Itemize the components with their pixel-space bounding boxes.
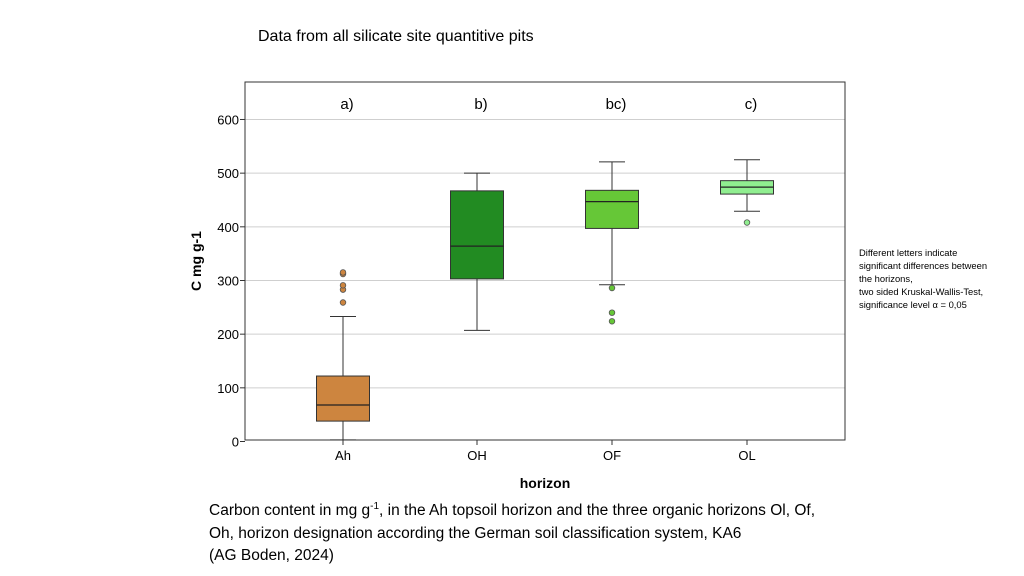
caption-line-1: Carbon content in mg g-1, in the Ah tops… bbox=[209, 500, 969, 523]
significance-letter: c) bbox=[745, 96, 758, 113]
caption-line-2: Oh, horizon designation according the Ge… bbox=[209, 524, 742, 542]
y-axis-label: C mg g-1 bbox=[188, 231, 204, 291]
y-tick-label: 500 bbox=[217, 166, 239, 181]
grid-lines bbox=[245, 118, 845, 389]
significance-letter: b) bbox=[474, 96, 487, 113]
box-ah: a) bbox=[316, 96, 370, 441]
caption-text: , in the Ah topsoil horizon and the thre… bbox=[379, 502, 816, 519]
y-tick-label: 0 bbox=[232, 435, 239, 450]
figure-caption: Carbon content in mg g-1, in the Ah tops… bbox=[209, 500, 969, 568]
outlier-point bbox=[339, 269, 347, 276]
note-line: the horizons, bbox=[859, 273, 913, 284]
boxes: a) b) bc) c) bbox=[316, 96, 774, 441]
x-tick-label: OF bbox=[603, 448, 621, 463]
outlier-point bbox=[339, 299, 347, 306]
caption-superscript: -1 bbox=[370, 501, 380, 512]
axes: 0 100 200 300 400 500 600 Ah OH OF OL bbox=[217, 112, 755, 463]
significance-note: Different letters indicate significant d… bbox=[859, 246, 1019, 311]
note-line: significance level α = 0,05 bbox=[859, 299, 967, 310]
plot-frame bbox=[244, 81, 846, 441]
significance-letter: a) bbox=[340, 96, 353, 113]
iqr-box bbox=[450, 190, 504, 280]
x-tick-label: OH bbox=[467, 448, 487, 463]
x-axis-label: horizon bbox=[520, 475, 571, 491]
slide-title: Data from all silicate site quantitive p… bbox=[258, 28, 534, 45]
outlier-point bbox=[743, 219, 751, 226]
x-tick-label: Ah bbox=[335, 448, 351, 463]
outlier-point bbox=[608, 318, 616, 325]
caption-line-3: (AG Boden, 2024) bbox=[209, 547, 334, 564]
note-line: two sided Kruskal-Wallis-Test, bbox=[859, 286, 984, 297]
note-line: significant differences between bbox=[859, 260, 988, 271]
note-line: Different letters indicate bbox=[859, 247, 958, 258]
y-tick-label: 600 bbox=[217, 112, 239, 127]
iqr-box bbox=[585, 189, 639, 229]
y-tick-label: 200 bbox=[217, 327, 239, 342]
x-tick-label: OL bbox=[738, 448, 755, 463]
outlier-point bbox=[608, 309, 616, 316]
box-of: bc) bbox=[585, 96, 639, 325]
y-tick-label: 400 bbox=[217, 220, 239, 235]
box-ol: c) bbox=[720, 96, 774, 226]
y-tick-label: 100 bbox=[217, 381, 239, 396]
caption-text: Carbon content in mg g bbox=[209, 502, 371, 519]
outlier-point bbox=[608, 284, 616, 292]
iqr-box bbox=[316, 375, 370, 422]
box-oh: b) bbox=[450, 96, 504, 331]
y-tick-label: 300 bbox=[217, 273, 239, 288]
outlier-point bbox=[339, 282, 347, 289]
significance-letter: bc) bbox=[606, 96, 627, 113]
